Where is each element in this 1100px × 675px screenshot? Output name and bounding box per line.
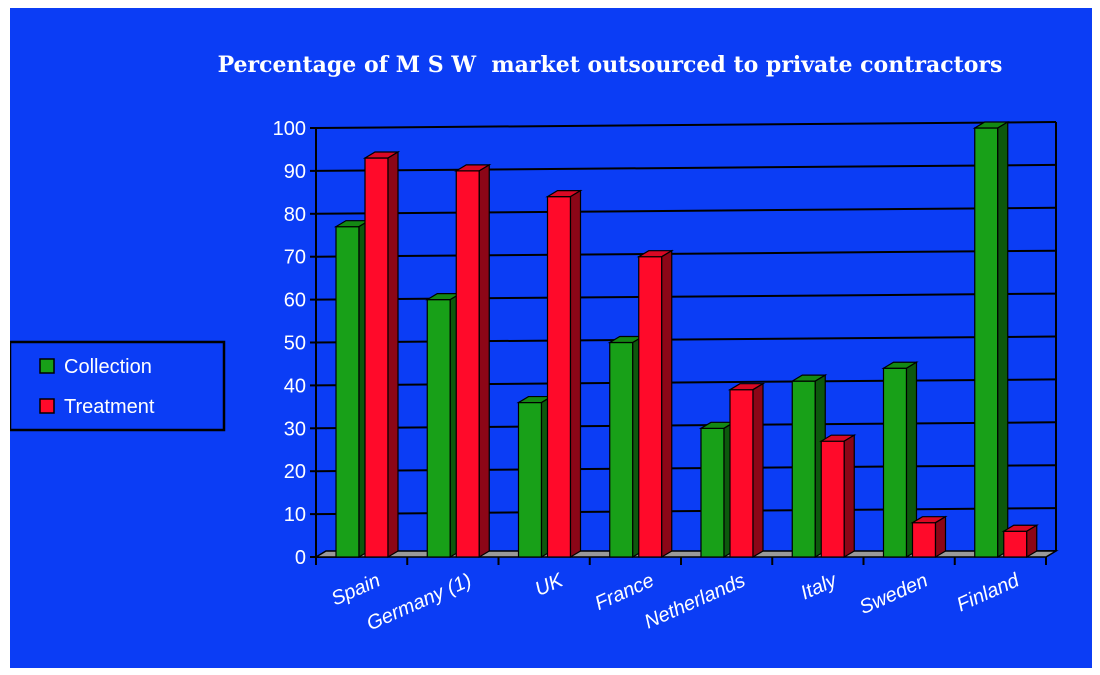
bar-collection-france — [607, 335, 645, 559]
bar-front — [335, 226, 360, 558]
bar-side — [387, 150, 399, 559]
bar-front — [609, 341, 634, 558]
x-category-label: UK — [532, 569, 568, 601]
gridline-90 — [315, 163, 1057, 172]
bar-front — [911, 522, 937, 558]
y-tick-label: 0 — [295, 547, 306, 569]
bar-front — [791, 380, 816, 558]
bar-collection-finland — [972, 120, 1010, 559]
bar-front — [364, 157, 389, 558]
bar-side — [997, 120, 1009, 559]
bar-front — [820, 440, 845, 558]
x-category-label: Finland — [954, 569, 1024, 616]
legend-label-treatment: Treatment — [64, 396, 155, 418]
bar-front — [546, 196, 572, 558]
bar-side — [934, 515, 947, 559]
y-tick-label: 90 — [284, 161, 306, 183]
bar-treatment-finland — [1001, 524, 1039, 559]
y-tick-label: 100 — [273, 118, 306, 140]
axis-layer — [310, 122, 1059, 565]
y-tick-label: 50 — [284, 333, 306, 355]
x-category-label: Germany (1) — [363, 569, 474, 635]
x-category-label: Sweden — [856, 569, 931, 618]
bar-side — [569, 189, 582, 559]
bar-front — [729, 389, 754, 558]
bar-collection-spain — [333, 219, 372, 559]
y-tick-label: 30 — [284, 418, 306, 440]
bar-collection-germany-1- — [425, 292, 463, 559]
bar-collection-uk — [516, 395, 554, 559]
bar-front — [974, 127, 999, 558]
gridline-60 — [315, 292, 1057, 301]
bar-front — [517, 401, 543, 558]
y-tick-label: 60 — [284, 290, 306, 312]
bar-side — [661, 249, 673, 559]
x-category-label: Italy — [798, 569, 841, 604]
chart-background: Percentage of M S W market outsourced to… — [10, 8, 1092, 668]
bar-front — [426, 299, 451, 558]
legend: Collection Treatment — [10, 340, 226, 432]
bar-treatment-italy — [819, 434, 857, 559]
bar-front — [1003, 530, 1028, 558]
x-category-label: Spain — [328, 569, 384, 610]
legend-swatch-collection — [39, 358, 55, 374]
bar-front — [455, 170, 480, 558]
bar-chart: Percentage of M S W market outsourced to… — [10, 52, 1059, 635]
bar-treatment-france — [636, 249, 674, 559]
y-tick-label: 10 — [284, 504, 306, 526]
y-tick-label: 70 — [284, 247, 306, 269]
y-tick-label: 20 — [284, 461, 306, 483]
bar-collection-netherlands — [698, 421, 737, 559]
legend-label-collection: Collection — [64, 356, 152, 378]
x-category-label: Netherlands — [641, 569, 748, 633]
legend-swatch-treatment — [39, 398, 55, 414]
bar-front — [638, 256, 663, 558]
bar-front — [882, 367, 908, 558]
bar-collection-sweden — [881, 361, 919, 559]
bar-treatment-spain — [362, 150, 401, 559]
bar-side — [843, 434, 855, 559]
y-tick-label: 40 — [284, 375, 306, 397]
bar-treatment-netherlands — [727, 382, 766, 559]
gridline-80 — [315, 206, 1057, 215]
bar-front — [700, 427, 725, 558]
bar-side — [1026, 524, 1038, 559]
bar-layer — [333, 120, 1039, 559]
gridline-100 — [315, 121, 1057, 129]
bar-collection-italy — [790, 374, 828, 559]
bar-treatment-sweden — [910, 515, 948, 559]
gridline-70 — [315, 249, 1057, 258]
x-category-label: France — [592, 569, 658, 614]
chart-title: Percentage of M S W market outsourced to… — [218, 52, 1003, 78]
bar-side — [478, 163, 490, 559]
bar-treatment-uk — [545, 189, 583, 559]
bar-treatment-germany-1- — [454, 163, 492, 559]
bar-side — [752, 382, 764, 559]
y-tick-label: 80 — [284, 204, 306, 226]
legend-box — [10, 340, 226, 432]
